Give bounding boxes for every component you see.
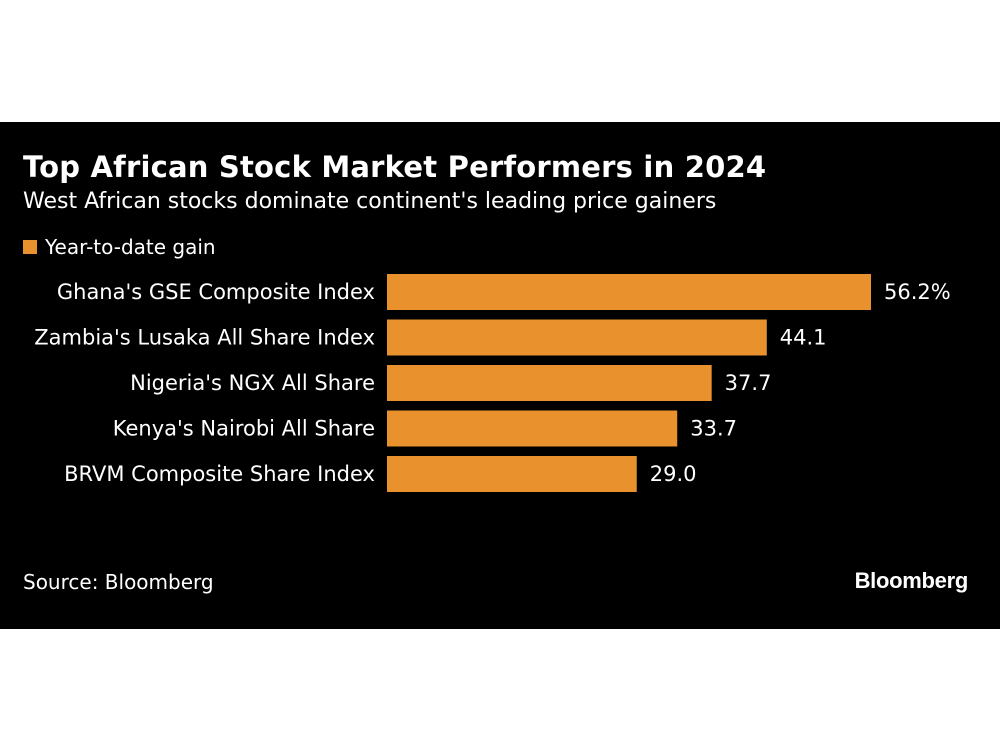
bar	[387, 410, 678, 447]
value-label: 44.1	[780, 326, 827, 350]
value-label: 56.2%	[884, 280, 951, 304]
source-note: Source: Bloomberg	[23, 570, 214, 594]
chart-title: Top African Stock Market Performers in 2…	[23, 150, 767, 184]
category-label: Nigeria's NGX All Share	[130, 371, 375, 395]
value-label: 29.0	[650, 462, 697, 486]
legend: Year-to-date gain	[23, 235, 216, 259]
chart-panel: Top African Stock Market Performers in 2…	[0, 122, 1000, 629]
bar	[387, 319, 767, 356]
value-label: 33.7	[690, 417, 737, 441]
bar	[387, 365, 712, 401]
value-label: 37.7	[725, 371, 772, 395]
legend-label: Year-to-date gain	[45, 235, 216, 259]
chart-subtitle: West African stocks dominate continent's…	[23, 189, 717, 214]
category-label: Kenya's Nairobi All Share	[113, 417, 375, 441]
category-label: Zambia's Lusaka All Share Index	[34, 326, 375, 350]
bar	[387, 456, 637, 492]
bar	[387, 274, 871, 310]
category-label: Ghana's GSE Composite Index	[57, 280, 375, 304]
category-label: BRVM Composite Share Index	[64, 462, 375, 486]
bar-chart: Ghana's GSE Composite Index 56.2% Zambia's…	[34, 274, 951, 492]
bloomberg-logo: Bloomberg	[854, 568, 969, 593]
legend-swatch	[23, 240, 37, 254]
